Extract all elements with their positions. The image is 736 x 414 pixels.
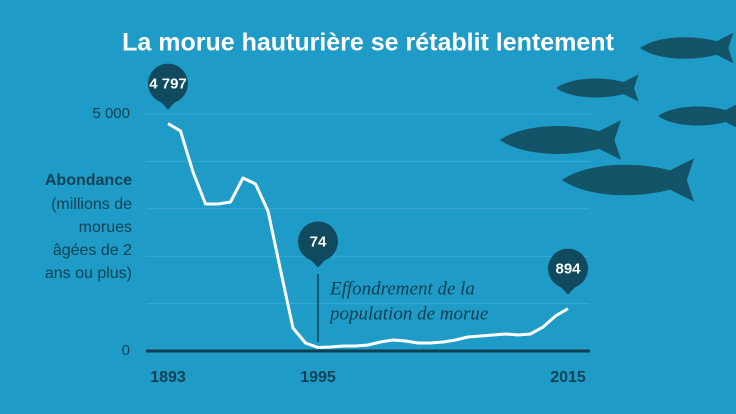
pin: [148, 63, 188, 104]
fish-decoration: [500, 32, 736, 202]
y-axis-detail: (millions de: [51, 196, 132, 213]
y-axis-detail: ans ou plus): [45, 265, 132, 282]
data-label: 4 797: [149, 76, 187, 93]
y-tick-label: 0: [122, 342, 130, 359]
x-tick-label: 2015: [550, 369, 586, 386]
data-line: [167, 122, 569, 349]
annotation: population de morue: [328, 303, 488, 324]
y-axis-detail: âgées de 2: [53, 242, 132, 259]
data-label: 894: [555, 261, 581, 278]
data-label: 74: [310, 233, 327, 250]
chart-title: La morue hauturière se rétablit lentemen…: [122, 29, 614, 57]
annotation: Effondrement de la: [329, 278, 475, 299]
x-tick-label: 1995: [300, 369, 336, 386]
pin: [298, 221, 338, 262]
y-axis-detail: morues: [79, 219, 132, 236]
x-tick-label: 1893: [150, 369, 186, 386]
y-axis-title: Abondance: [45, 172, 132, 189]
pin: [548, 248, 588, 289]
y-tick-label: 5 000: [92, 105, 130, 122]
